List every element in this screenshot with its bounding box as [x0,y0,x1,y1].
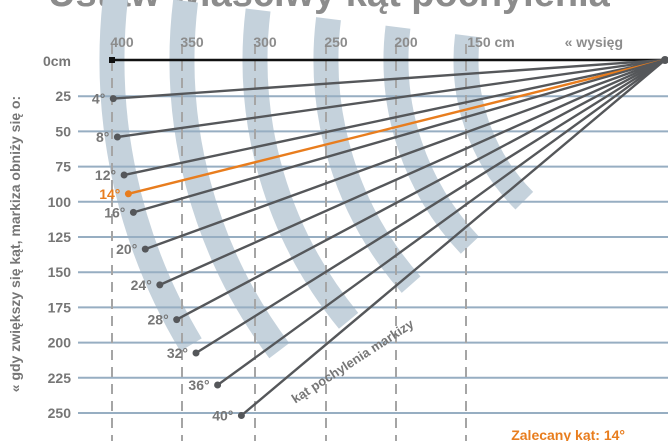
angle-ray-28 [176,58,666,321]
zero-angle-end [109,57,115,63]
extension-arc-5 [383,25,480,254]
extension-guides [111,44,467,441]
drop-tick-5: 125 [48,229,72,245]
extension-arc-4 [313,17,421,293]
angle-rays [109,56,668,419]
angle-label-12: 12° [95,167,116,183]
extension-column-5: 200 [394,34,418,50]
angle-ray-end-36 [214,381,222,389]
extension-column-1: 400 [110,34,134,50]
extension-column-2: 350 [180,34,204,50]
angle-label-28: 28° [148,312,169,328]
drop-tick-1: 25 [55,88,71,104]
angle-ray-16 [133,58,666,214]
extension-column-6: 150 cm [467,34,514,50]
drop-tick-10: 250 [48,405,72,421]
angle-ray-20 [144,58,666,251]
diagram-title: Ustaw właściwy kąt pochylenia [48,0,611,15]
angle-ray-8 [117,58,666,139]
wall-pivot [661,56,668,64]
angle-ray-end-16 [129,208,137,216]
angle-label-32: 32° [167,345,188,361]
recommended-angle-note: Zalecany kąt: 14° [511,427,625,441]
angle-label-40: 40° [212,408,233,424]
drop-tick-3: 75 [55,159,71,175]
angle-label-4: 4° [92,91,105,107]
angle-ray-end-28 [173,316,181,324]
angle-label-16: 16° [104,204,125,220]
angle-ray-36 [216,59,666,386]
drop-tick-9: 225 [48,370,72,386]
angle-label-36: 36° [188,377,209,393]
angle-label-20: 20° [116,241,137,257]
drop-tick-0: 0cm [43,53,71,69]
angle-ray-end-20 [141,245,149,253]
angle-ray-end-40 [237,412,245,419]
angle-ray-14 [128,58,666,195]
angle-ray-12 [123,58,666,177]
angle-ray-end-14 [124,190,132,198]
angle-ray-32 [195,58,666,355]
extension-arcs [99,0,534,359]
angle-ray-end-8 [113,133,121,141]
drop-tick-2: 50 [55,123,71,139]
extension-column-4: 250 [324,34,348,50]
angle-label-8: 8° [96,129,109,145]
angle-label-24: 24° [131,277,152,293]
drop-tick-8: 200 [48,335,72,351]
vertical-axis-label: « gdy zwiększy się kąt, markiza obniży s… [7,96,23,392]
angle-ray-40 [240,59,666,417]
drop-tick-6: 150 [48,264,72,280]
extension-column-3: 300 [253,34,277,50]
extension-arc-3 [242,8,359,329]
drop-tick-7: 175 [48,299,72,315]
angle-ray-end-12 [120,171,128,179]
drop-tick-4: 100 [48,194,72,210]
angle-ray-4 [113,58,666,100]
angle-ray-end-24 [156,281,164,289]
angle-ray-end-4 [109,95,117,103]
angle-ray-end-32 [192,349,200,357]
extension-arc-6 [453,34,534,210]
angle-ray-24 [159,58,666,286]
extension-label: « wysięg [565,34,623,50]
angle-label-14: 14° [99,186,120,202]
